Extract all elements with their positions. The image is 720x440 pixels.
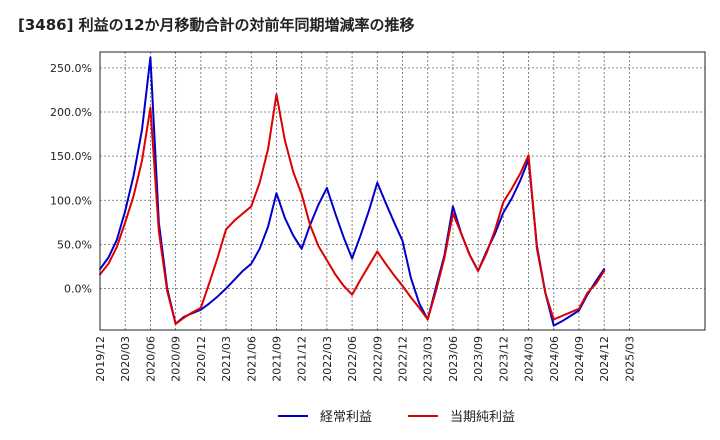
- x-tick-label: 2024/09: [573, 336, 586, 382]
- x-tick-label: 2024/06: [548, 336, 561, 382]
- y-tick-labels: 250.0% 200.0% 150.0% 100.0% 50.0% 0.0%: [50, 62, 92, 296]
- x-tick-label: 2019/12: [94, 336, 107, 382]
- x-tick-label: 2020/03: [119, 336, 132, 382]
- x-tick-label: 2022/06: [346, 336, 359, 382]
- y-tick-label: 0.0%: [64, 283, 92, 296]
- series-line-2: [99, 93, 606, 325]
- y-tick-label: 50.0%: [57, 238, 92, 251]
- x-tick-label: 2025/03: [623, 336, 636, 382]
- x-tick-label: 2022/12: [397, 336, 410, 382]
- x-tick-label: 2021/06: [245, 336, 258, 382]
- x-tick-label: 2021/09: [270, 336, 283, 382]
- x-tick-label: 2020/09: [170, 336, 183, 382]
- grid-layer: [99, 52, 705, 330]
- x-tick-label: 2022/09: [371, 336, 384, 382]
- y-tick-label: 100.0%: [50, 194, 92, 207]
- plot-frame: [99, 51, 706, 331]
- x-tick-label: 2024/12: [598, 336, 611, 382]
- x-tick-labels: 2019/12 2020/03 2020/06 2020/09 2020/12 2021/…: [94, 336, 636, 382]
- x-tick-label: 2022/03: [321, 336, 334, 382]
- series-layer: [99, 56, 606, 327]
- x-tick-label: 2020/06: [144, 336, 157, 382]
- x-tick-label: 2023/03: [422, 336, 435, 382]
- chart-title: [3486] 利益の12か月移動合計の対前年同期増減率の推移: [18, 16, 415, 34]
- x-tick-label: 2020/12: [195, 336, 208, 382]
- legend: 経常利益 当期純利益: [278, 410, 515, 425]
- x-tick-label: 2021/12: [296, 336, 309, 382]
- y-tick-label: 200.0%: [50, 106, 92, 119]
- x-tick-label: 2024/03: [523, 336, 536, 382]
- x-tick-label: 2023/06: [447, 336, 460, 382]
- x-tick-label: 2023/12: [497, 336, 510, 382]
- x-tick-label: 2023/09: [472, 336, 485, 382]
- legend-label-1: 経常利益: [320, 410, 372, 425]
- legend-label-2: 当期純利益: [450, 410, 515, 425]
- x-tick-label: 2021/03: [220, 336, 233, 382]
- plot-background: [100, 52, 705, 330]
- y-tick-label: 150.0%: [50, 150, 92, 163]
- y-tick-label: 250.0%: [50, 62, 92, 75]
